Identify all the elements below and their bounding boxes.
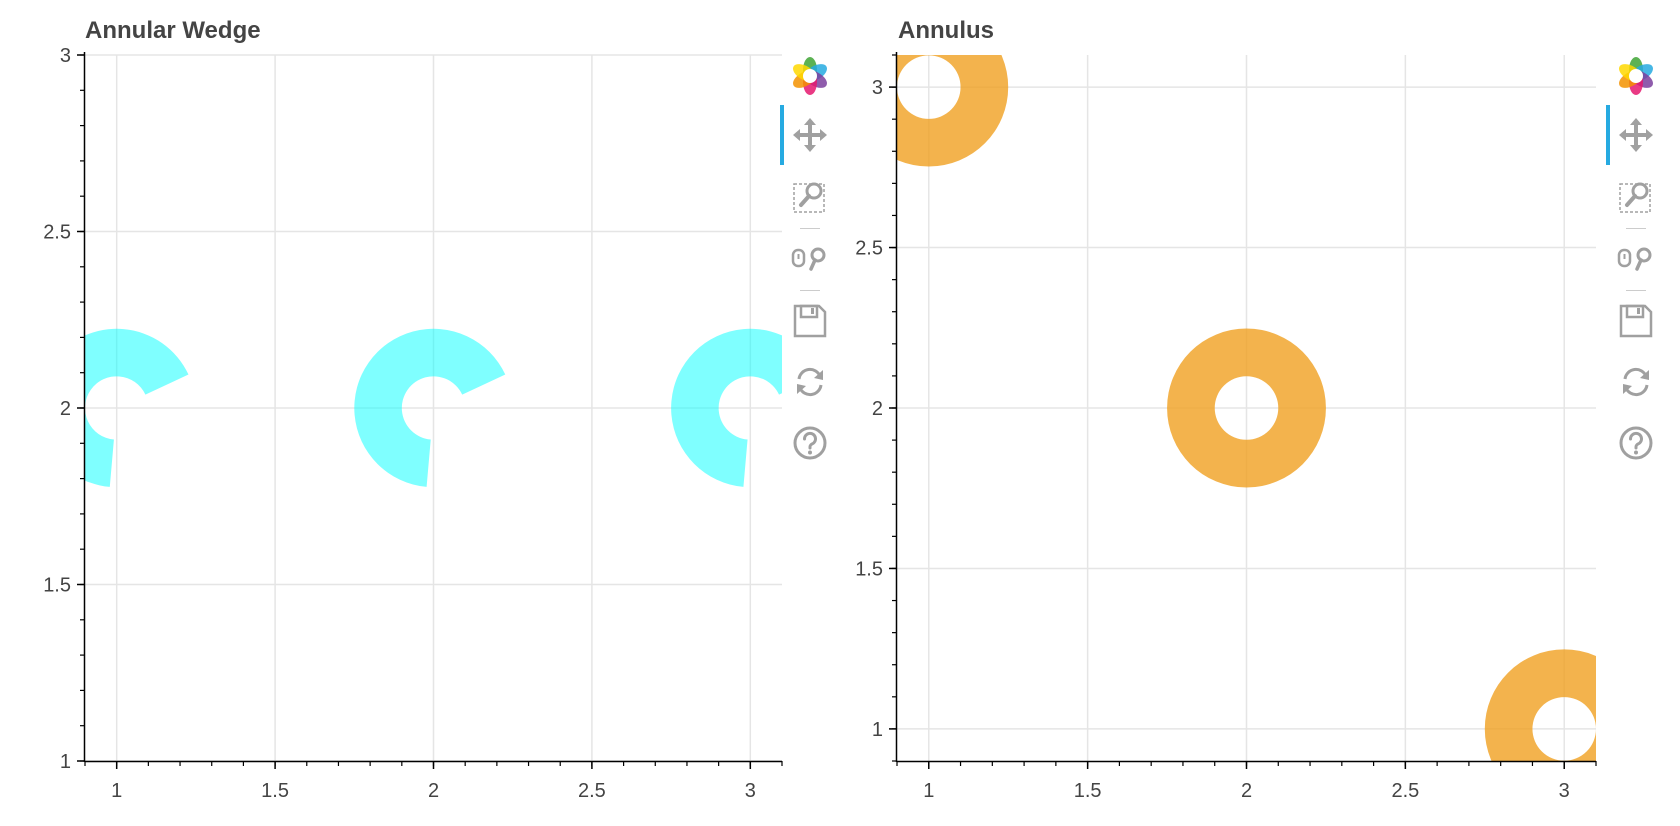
x-tick-label: 1.5 xyxy=(1074,780,1102,802)
x-tick-label: 2.5 xyxy=(578,780,606,802)
wheel-zoom-tool-icon[interactable] xyxy=(786,235,834,283)
reset-tool-icon[interactable] xyxy=(786,358,834,406)
y-tick-label: 2 xyxy=(872,398,883,420)
toolbar-divider xyxy=(1626,228,1646,229)
annulus-glyph xyxy=(1167,328,1326,488)
toolbar-divider xyxy=(800,290,820,291)
save-tool-icon[interactable] xyxy=(786,297,834,345)
x-tick-label: 1.5 xyxy=(261,780,289,802)
grid xyxy=(897,55,1596,761)
y-tick-label: 1 xyxy=(60,751,71,773)
y-tick-label: 1.5 xyxy=(43,575,71,597)
annulus-glyph xyxy=(1484,649,1596,761)
plot-annular-wedge: Annular Wedge 1 1.5 2 2.5 3 1 1.5 2 2.5 3 xyxy=(0,0,840,826)
glyphs xyxy=(897,55,1596,761)
x-axis: 1 1.5 2 2.5 3 xyxy=(896,760,1597,802)
reset-tool-icon[interactable] xyxy=(1612,358,1660,406)
x-tick-label: 2.5 xyxy=(1391,780,1419,802)
annulus-glyph xyxy=(897,55,1009,167)
box-zoom-tool-icon[interactable] xyxy=(786,172,834,220)
x-tick-label: 1 xyxy=(111,780,122,802)
y-tick-label: 2.5 xyxy=(43,222,71,244)
x-tick-label: 2 xyxy=(1241,780,1252,802)
bokeh-logo-icon[interactable] xyxy=(786,52,834,100)
x-axis: 1 1.5 2 2.5 3 xyxy=(84,760,783,802)
toolbar-divider xyxy=(1626,290,1646,291)
help-tool-icon[interactable] xyxy=(786,419,834,467)
active-tool-indicator xyxy=(780,105,784,165)
save-tool-icon[interactable] xyxy=(1612,297,1660,345)
annular-wedge-glyph xyxy=(671,328,782,487)
pan-tool-icon[interactable] xyxy=(1612,111,1660,159)
box-zoom-tool-icon[interactable] xyxy=(1612,172,1660,220)
glyphs xyxy=(85,328,782,487)
y-tick-label: 3 xyxy=(872,77,883,99)
x-tick-label: 1 xyxy=(923,780,934,802)
y-tick-label: 3 xyxy=(60,45,71,67)
y-tick-label: 2 xyxy=(60,398,71,420)
toolbar-divider xyxy=(800,228,820,229)
y-axis: 1 1.5 2 2.5 3 xyxy=(855,52,898,762)
toolbar xyxy=(1606,52,1660,472)
plot-canvas[interactable]: 1 1.5 2 2.5 3 1 1.5 2 2.5 3 xyxy=(840,0,1680,826)
annular-wedge-glyph xyxy=(354,328,506,487)
toolbar xyxy=(780,52,834,472)
pan-tool-icon[interactable] xyxy=(786,111,834,159)
x-tick-label: 3 xyxy=(745,780,756,802)
y-axis: 1 1.5 2 2.5 3 xyxy=(43,45,86,773)
help-tool-icon[interactable] xyxy=(1612,419,1660,467)
plot-annulus: Annulus 1 1.5 2 2.5 3 1 1.5 2 2.5 3 xyxy=(840,0,1680,826)
plot-title: Annulus xyxy=(898,17,994,44)
x-tick-label: 3 xyxy=(1559,780,1570,802)
active-tool-indicator xyxy=(1606,105,1610,165)
y-tick-label: 2.5 xyxy=(855,238,883,260)
plot-title: Annular Wedge xyxy=(85,17,261,44)
y-tick-label: 1.5 xyxy=(855,558,883,580)
wheel-zoom-tool-icon[interactable] xyxy=(1612,235,1660,283)
plot-canvas[interactable]: 1 1.5 2 2.5 3 1 1.5 2 2.5 3 xyxy=(0,0,840,826)
bokeh-logo-icon[interactable] xyxy=(1612,52,1660,100)
annular-wedge-glyph xyxy=(85,328,189,487)
y-tick-label: 1 xyxy=(872,719,883,741)
x-tick-label: 2 xyxy=(428,780,439,802)
